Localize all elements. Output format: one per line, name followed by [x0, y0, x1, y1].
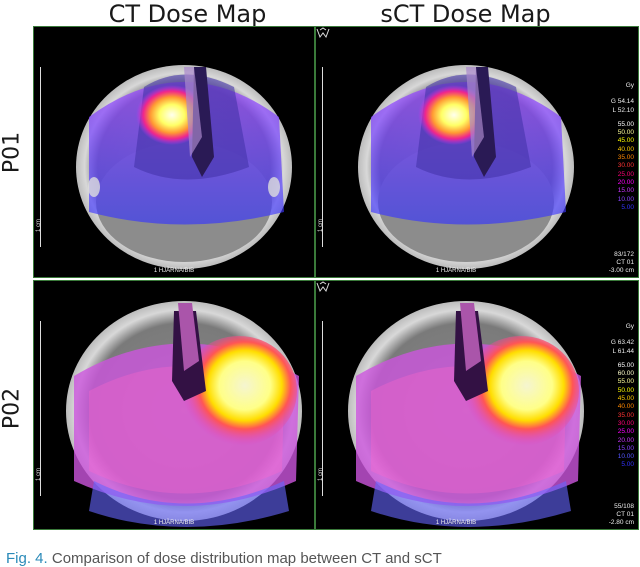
- dose-level-item: 50.00: [617, 386, 634, 394]
- scale-ruler-label: 1 cm: [36, 467, 42, 481]
- dose-level-item: 5.00: [621, 203, 634, 211]
- roi-label: 1 HJÄRNA/BIB: [435, 520, 477, 526]
- dose-unit: Gy: [625, 323, 634, 330]
- row-label-p01: P01: [0, 131, 25, 174]
- figure-caption: Fig. 4. Comparison of dose distribution …: [6, 550, 442, 567]
- dose-level-item: 15.00: [617, 444, 634, 452]
- dose-level-item: 5.00: [621, 461, 634, 469]
- p01-sct-scan-image: [358, 65, 574, 269]
- scale-ruler-label: 1 cm: [36, 218, 42, 232]
- scale-ruler-label: 1 cm: [318, 218, 324, 232]
- dose-level-item: 65.00: [617, 361, 634, 369]
- head-orientation-icon: [316, 281, 330, 293]
- dose-level-item: 60.00: [617, 370, 634, 378]
- panel-p02-sct: 1 cm 1 HJÄRNA/BIB Gy G 63.42 L 61.44 65.…: [315, 280, 639, 530]
- dose-level-item: 25.00: [617, 428, 634, 436]
- scale-ruler-label: 1 cm: [318, 467, 324, 481]
- dose-level-item: 30.00: [617, 419, 634, 427]
- slice-info-p01: 83/172 CT 01 -3.00 cm: [609, 251, 634, 275]
- dose-level-item: 10.00: [617, 453, 634, 461]
- scale-ruler: [40, 321, 49, 496]
- dose-level-item: 55.00: [617, 120, 634, 128]
- figure-number: Fig. 4.: [6, 550, 48, 567]
- dose-g-value: G 54.14: [610, 98, 634, 106]
- dose-unit: Gy: [625, 82, 634, 89]
- dose-levels-list: 55.00 50.00 45.00 40.00 35.00 30.00 25.00 20.00…: [611, 121, 634, 212]
- dose-l-value: L 52.10: [612, 106, 634, 114]
- panel-p01-ct: 1 cm 1 HJÄRNA/BIB: [33, 26, 315, 278]
- slice-position: -2.80 cm: [608, 519, 634, 526]
- dose-level-item: 40.00: [617, 403, 634, 411]
- panel-p01-sct: 1 cm 1 HJÄRNA/BIB Gy G 54.14 L 52.10 55.…: [315, 26, 639, 278]
- dose-legend-p02: Gy G 63.42 L 61.44 65.00 60.00 55.00 50.00 4…: [611, 323, 634, 470]
- roi-label: 1 HJÄRNA/BIB: [153, 268, 195, 274]
- dose-levels-list: 65.00 60.00 55.00 50.00 45.00 40.00 35.00 30.00…: [611, 362, 634, 470]
- dose-level-item: 55.00: [617, 378, 634, 386]
- dose-level-item: 15.00: [617, 187, 634, 195]
- slice-number: 55/108: [614, 503, 634, 510]
- p02-sct-scan-image: [348, 301, 584, 527]
- dose-level-item: 20.00: [617, 178, 634, 186]
- series-label: CT 01: [616, 259, 634, 266]
- dose-level-item: 45.00: [617, 137, 634, 145]
- scale-ruler: [322, 321, 331, 496]
- dose-level-item: 35.00: [617, 411, 634, 419]
- scale-ruler: [40, 67, 49, 247]
- roi-label: 1 HJÄRNA/BIB: [435, 268, 477, 274]
- dose-l-value: L 61.44: [612, 347, 634, 355]
- figure-caption-text: Comparison of dose distribution map betw…: [51, 550, 442, 567]
- dose-level-item: 10.00: [617, 195, 634, 203]
- slice-position: -3.00 cm: [608, 267, 634, 274]
- dose-level-item: 50.00: [617, 129, 634, 137]
- ct-dose-map-title: CT Dose Map: [108, 0, 267, 28]
- dose-level-item: 30.00: [617, 162, 634, 170]
- dose-level-item: 45.00: [617, 395, 634, 403]
- panel-p02-ct: 1 cm 1 HJÄRNA/BIB: [33, 280, 315, 530]
- dose-legend-p01: Gy G 54.14 L 52.10 55.00 50.00 45.00 40.00 3…: [611, 82, 634, 212]
- dose-level-item: 40.00: [617, 145, 634, 153]
- p01-ct-scan-image: [76, 65, 292, 269]
- dose-g-value: G 63.42: [610, 339, 634, 347]
- row-label-p02: P02: [0, 387, 25, 430]
- head-orientation-icon: [316, 27, 330, 39]
- dose-level-item: 35.00: [617, 154, 634, 162]
- sct-dose-map-title: sCT Dose Map: [380, 0, 551, 28]
- dose-level-item: 25.00: [617, 170, 634, 178]
- roi-label: 1 HJÄRNA/BIB: [153, 520, 195, 526]
- series-label: CT 01: [616, 511, 634, 518]
- slice-info-p02: 55/108 CT 01 -2.80 cm: [609, 503, 634, 527]
- p02-ct-scan-image: [66, 301, 302, 527]
- slice-number: 83/172: [614, 251, 634, 258]
- dose-level-item: 20.00: [617, 436, 634, 444]
- scale-ruler: [322, 67, 331, 247]
